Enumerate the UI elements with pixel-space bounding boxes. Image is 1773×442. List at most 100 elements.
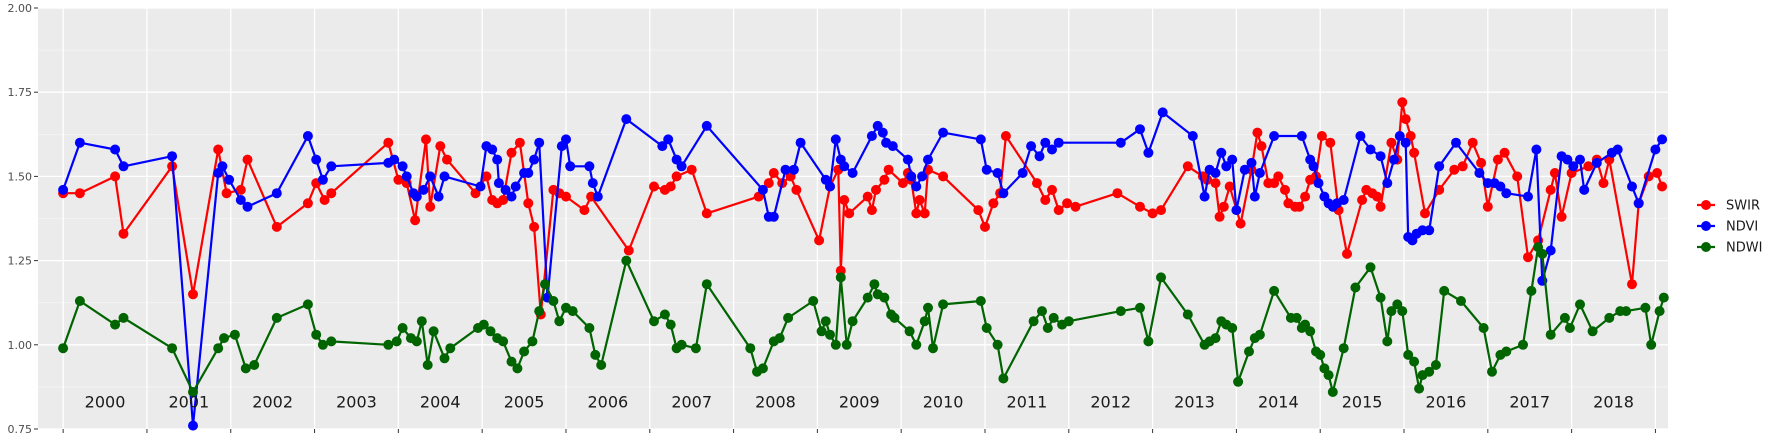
data-point xyxy=(1218,201,1229,212)
data-point xyxy=(844,208,855,219)
data-point xyxy=(435,141,446,152)
data-point xyxy=(869,279,880,290)
data-point xyxy=(816,326,827,337)
y-tick-label: 2.00 xyxy=(8,2,33,15)
data-point xyxy=(1657,134,1668,145)
data-point xyxy=(590,349,601,360)
data-point xyxy=(74,296,85,306)
data-point xyxy=(1135,302,1145,313)
data-point xyxy=(847,168,858,178)
data-point xyxy=(998,373,1009,384)
data-point xyxy=(1400,137,1411,148)
data-point xyxy=(319,195,330,205)
data-point xyxy=(1621,306,1632,317)
data-point xyxy=(820,316,831,327)
data-point xyxy=(271,221,282,232)
data-point xyxy=(1187,131,1198,141)
data-point xyxy=(1256,141,1267,152)
data-point xyxy=(1409,147,1420,158)
data-point xyxy=(649,181,659,192)
data-point xyxy=(389,154,400,165)
data-point xyxy=(240,363,251,374)
data-point xyxy=(791,184,802,195)
data-point xyxy=(1549,168,1560,178)
data-point xyxy=(1323,370,1334,381)
data-point xyxy=(592,191,603,202)
data-point xyxy=(235,195,246,205)
data-point xyxy=(1439,285,1450,296)
data-point xyxy=(1474,168,1485,178)
data-point xyxy=(1249,191,1260,202)
data-point xyxy=(919,208,930,219)
data-point xyxy=(584,161,595,172)
data-point xyxy=(1112,188,1123,199)
data-point xyxy=(242,201,253,212)
data-point xyxy=(167,343,178,354)
data-point xyxy=(1575,299,1585,310)
data-point xyxy=(1156,205,1166,216)
y-tick-label: 1.25 xyxy=(8,255,33,268)
data-point xyxy=(118,161,129,172)
data-point xyxy=(988,198,999,209)
data-point xyxy=(657,141,668,152)
data-point xyxy=(973,205,984,216)
data-point xyxy=(686,164,697,175)
data-point xyxy=(1646,339,1657,350)
data-point xyxy=(897,178,908,189)
data-point xyxy=(1587,326,1598,337)
data-point xyxy=(565,161,576,172)
data-point xyxy=(1313,178,1324,189)
data-point xyxy=(1026,141,1037,152)
y-tick-label: 1.50 xyxy=(8,170,33,183)
data-point xyxy=(676,339,687,350)
data-point xyxy=(529,221,540,232)
data-point xyxy=(1216,147,1227,158)
data-point xyxy=(302,131,313,141)
year-label: 2012 xyxy=(1090,392,1131,411)
data-point xyxy=(500,184,511,195)
data-point xyxy=(425,201,436,212)
data-point xyxy=(506,356,517,367)
data-point xyxy=(1430,360,1441,370)
data-point xyxy=(879,174,890,185)
data-point xyxy=(1487,366,1497,377)
data-point xyxy=(1556,211,1567,222)
data-point xyxy=(1583,161,1594,172)
data-point xyxy=(1467,137,1478,148)
data-point xyxy=(433,191,444,202)
y-tick-label: 1.75 xyxy=(8,86,33,99)
data-point xyxy=(1280,184,1290,195)
data-point xyxy=(1545,245,1556,256)
data-point xyxy=(492,154,503,165)
legend-label: NDWI xyxy=(1726,241,1762,256)
data-point xyxy=(118,312,129,323)
data-point xyxy=(1389,154,1399,165)
data-point xyxy=(1627,279,1637,290)
data-point xyxy=(1273,171,1284,182)
data-point xyxy=(1579,184,1590,195)
data-point xyxy=(1338,195,1349,205)
data-point xyxy=(1156,272,1166,283)
data-point xyxy=(1244,346,1254,357)
data-point xyxy=(938,127,949,138)
data-point xyxy=(587,178,598,189)
data-point xyxy=(671,171,682,182)
data-point xyxy=(1575,154,1585,165)
data-point xyxy=(1545,329,1556,340)
data-point xyxy=(992,339,1003,350)
data-point xyxy=(1355,131,1366,141)
data-point xyxy=(1397,97,1408,108)
data-point xyxy=(235,184,246,195)
data-point xyxy=(311,154,322,165)
year-label: 2002 xyxy=(252,392,293,411)
data-point xyxy=(485,326,496,337)
data-point xyxy=(442,154,452,165)
data-point xyxy=(825,329,835,340)
data-point xyxy=(428,326,439,337)
data-point xyxy=(514,137,525,148)
data-point xyxy=(783,312,794,323)
data-point xyxy=(911,339,922,350)
data-point xyxy=(224,174,235,185)
data-point xyxy=(1115,137,1126,148)
data-point xyxy=(410,215,421,226)
